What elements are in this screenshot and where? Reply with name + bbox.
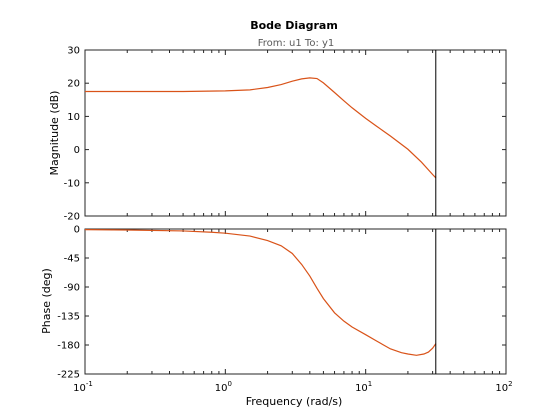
- magnitude-panel: -20 -10 0 10 20 30 Magnitude (dB): [48, 46, 507, 223]
- mag-ytick-label: -10: [64, 178, 80, 189]
- frequency-tick-label: 100: [215, 380, 232, 394]
- phase-ticks: [84, 228, 507, 375]
- mag-ytick-label: 10: [67, 112, 80, 123]
- ph-ytick-label: 0: [74, 225, 80, 236]
- phase-ylabel: Phase (deg): [40, 268, 53, 334]
- phase-series-line: [84, 229, 437, 356]
- mag-ytick-label: 20: [67, 79, 80, 90]
- phase-axes-frame: [84, 228, 507, 375]
- phase-panel: -225 -180 -135 -90 -45 0 10-1 100 101 102 Phase …: [40, 225, 513, 395]
- magnitude-axes-frame: [84, 49, 507, 217]
- magnitude-ylabel: Magnitude (dB): [48, 91, 61, 176]
- magnitude-ticks: [84, 49, 507, 217]
- mag-ytick-label: -20: [64, 212, 80, 223]
- frequency-xlabel: Frequency (rad/s): [246, 395, 343, 408]
- frequency-tick-label: 102: [495, 380, 512, 394]
- ph-ytick-label: -225: [57, 370, 80, 381]
- frequency-tick-label: 10-1: [73, 380, 93, 394]
- frequency-tick-labels: 10-1 100 101 102: [73, 380, 512, 394]
- ph-ytick-label: -45: [64, 254, 80, 265]
- figure-subtitle: From: u1 To: y1: [258, 38, 335, 49]
- ph-ytick-label: -180: [57, 341, 80, 352]
- magnitude-series-line: [85, 77, 437, 179]
- mag-ytick-label: 30: [67, 46, 80, 57]
- figure-title: Bode Diagram: [250, 19, 338, 32]
- mag-ytick-label: 0: [74, 145, 80, 156]
- magnitude-tick-labels: -20 -10 0 10 20 30: [64, 46, 80, 223]
- ph-ytick-label: -135: [57, 312, 80, 323]
- phase-tick-labels: -225 -180 -135 -90 -45 0: [57, 225, 80, 381]
- ph-ytick-label: -90: [64, 283, 80, 294]
- frequency-tick-label: 101: [355, 380, 372, 394]
